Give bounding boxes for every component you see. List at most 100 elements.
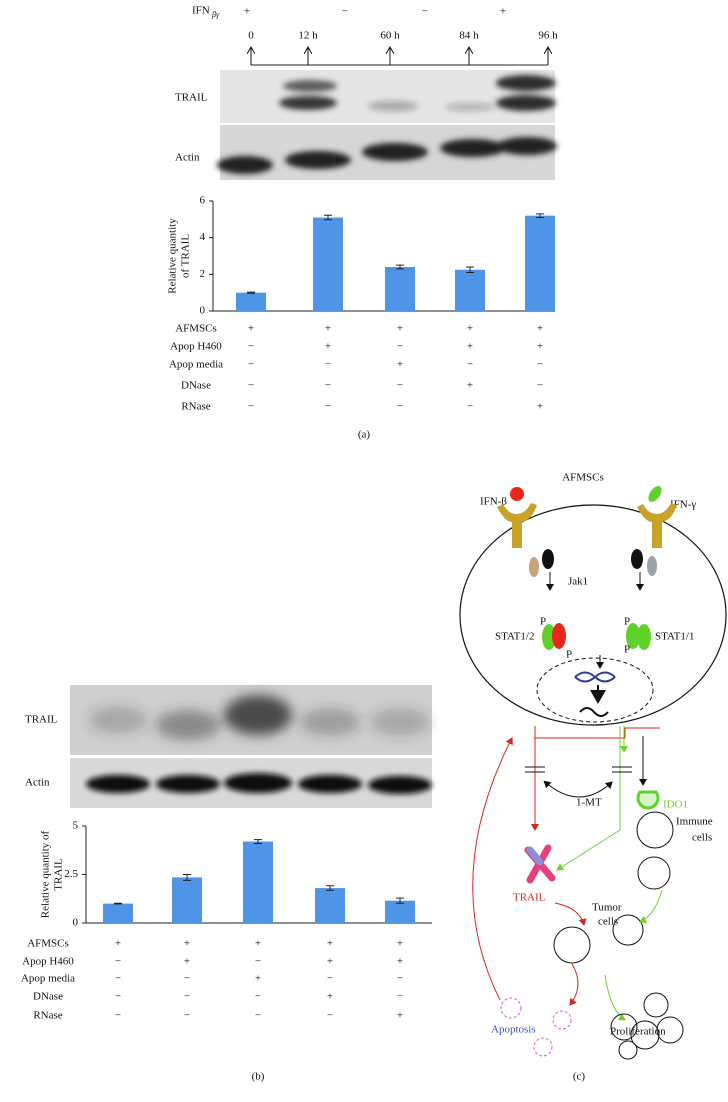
condition-sign: − (184, 1010, 190, 1022)
condition-sign: + (255, 973, 261, 985)
error-bar (536, 213, 544, 218)
apoptotic-body (500, 997, 522, 1019)
bar (172, 877, 202, 923)
condition-sign: + (184, 938, 190, 950)
condition-sign: − (184, 991, 190, 1003)
bar (525, 215, 555, 311)
condition-label: AFMSCs (27, 938, 69, 950)
timepoint: 96 h (538, 30, 558, 42)
nucleus (536, 657, 654, 723)
phospho: P (624, 644, 630, 656)
condition-sign: + (397, 359, 403, 371)
ifn-label: IFN (192, 5, 210, 17)
y-tick-label: 2 (200, 268, 206, 280)
condition-sign: + (537, 323, 543, 335)
kinase-label: Jak1 (568, 576, 588, 588)
y-axis-label: TRAIL (53, 858, 65, 891)
y-tick-label: 4 (200, 231, 206, 243)
condition-sign: − (537, 380, 543, 392)
proliferating-cell (656, 1016, 684, 1044)
condition-sign: + (467, 323, 473, 335)
receptor (637, 503, 677, 548)
condition-sign: − (325, 359, 331, 371)
error-bar (114, 902, 122, 905)
condition-sign: − (325, 380, 331, 392)
error-bar (326, 885, 334, 891)
y-tick-label: 2.5 (64, 868, 78, 880)
condition-sign: − (184, 973, 190, 985)
jak (647, 556, 657, 576)
blot-a: TRAIL Actin (175, 70, 557, 180)
bands (217, 75, 557, 174)
condition-label: RNase (181, 401, 210, 413)
error-bar (396, 897, 404, 904)
bar (385, 900, 415, 923)
inhibition (525, 766, 632, 773)
condition-sign: − (325, 401, 331, 413)
proliferating-cell (610, 1013, 638, 1041)
condition-sign: − (115, 973, 121, 985)
arrow (639, 889, 663, 924)
arrow (472, 737, 513, 1001)
tumor-cell (553, 926, 591, 964)
condition-sign: − (397, 991, 403, 1003)
condition-sign: − (397, 341, 403, 353)
panel-label: (c) (573, 1071, 586, 1083)
condition-sign: + (397, 323, 403, 335)
mrna (579, 707, 609, 717)
blot-label: TRAIL (175, 92, 208, 104)
y-axis-label: of TRAIL (180, 234, 192, 278)
condition-sign: − (255, 1010, 261, 1022)
condition-sign: + (537, 401, 543, 413)
y-tick-label: 6 (200, 195, 206, 207)
condition-sign: + (397, 1010, 403, 1022)
error-bar (324, 214, 332, 221)
error-bar (183, 874, 191, 881)
condition-label: Apop H460 (22, 956, 74, 968)
ifn-subscript: βγ (211, 10, 220, 19)
panel-label: (a) (358, 429, 371, 441)
y-axis-label: Relative quantity (167, 218, 179, 294)
condition-label: Apop H460 (170, 341, 222, 353)
ifn-gamma (648, 486, 662, 502)
condition-sign: − (255, 956, 261, 968)
error-bar (247, 291, 255, 294)
condition-sign: + (537, 341, 543, 353)
stat-label: STAT1/2 (495, 631, 534, 643)
condition-sign: + (115, 938, 121, 950)
blot-b: TRAIL Actin (25, 685, 432, 808)
ifn-sign: + (244, 6, 250, 18)
condition-sign: − (248, 341, 254, 353)
proliferating-cell (618, 1040, 638, 1060)
condition-label: Apop media (169, 359, 223, 371)
tumor-cell (612, 914, 644, 946)
ido1-icon (636, 790, 660, 810)
bar (385, 267, 415, 311)
ido1-label: IDO1 (663, 799, 688, 811)
blot-label: Actin (175, 152, 200, 164)
y-axis-label: Relative quantity of (40, 830, 52, 918)
condition-label: DNase (181, 380, 211, 392)
condition-sign: − (467, 401, 473, 413)
bands (88, 695, 430, 740)
condition-sign: − (397, 380, 403, 392)
immune-cell (636, 811, 674, 849)
blot-label: Actin (25, 777, 50, 789)
condition-label: RNase (33, 1010, 62, 1022)
jak (529, 557, 539, 577)
condition-sign: + (325, 323, 331, 335)
condition-sign: + (327, 938, 333, 950)
stat (542, 624, 556, 650)
condition-label: Apop media (21, 973, 75, 985)
y-tick-label: 5 (73, 820, 79, 832)
proliferation-label: Proliferation (610, 1026, 666, 1038)
bar (315, 888, 345, 923)
condition-sign: + (397, 956, 403, 968)
trail-icon (526, 846, 544, 866)
timepoint: 0 (248, 30, 254, 42)
condition-label: AFMSCs (175, 323, 217, 335)
condition-sign: + (327, 991, 333, 1003)
receptor (497, 503, 537, 548)
diagram: AFMSCs IFN-β IFN-γ Jak1 P P P P STAT1/2 … (459, 472, 727, 1083)
condition-sign: − (467, 359, 473, 371)
